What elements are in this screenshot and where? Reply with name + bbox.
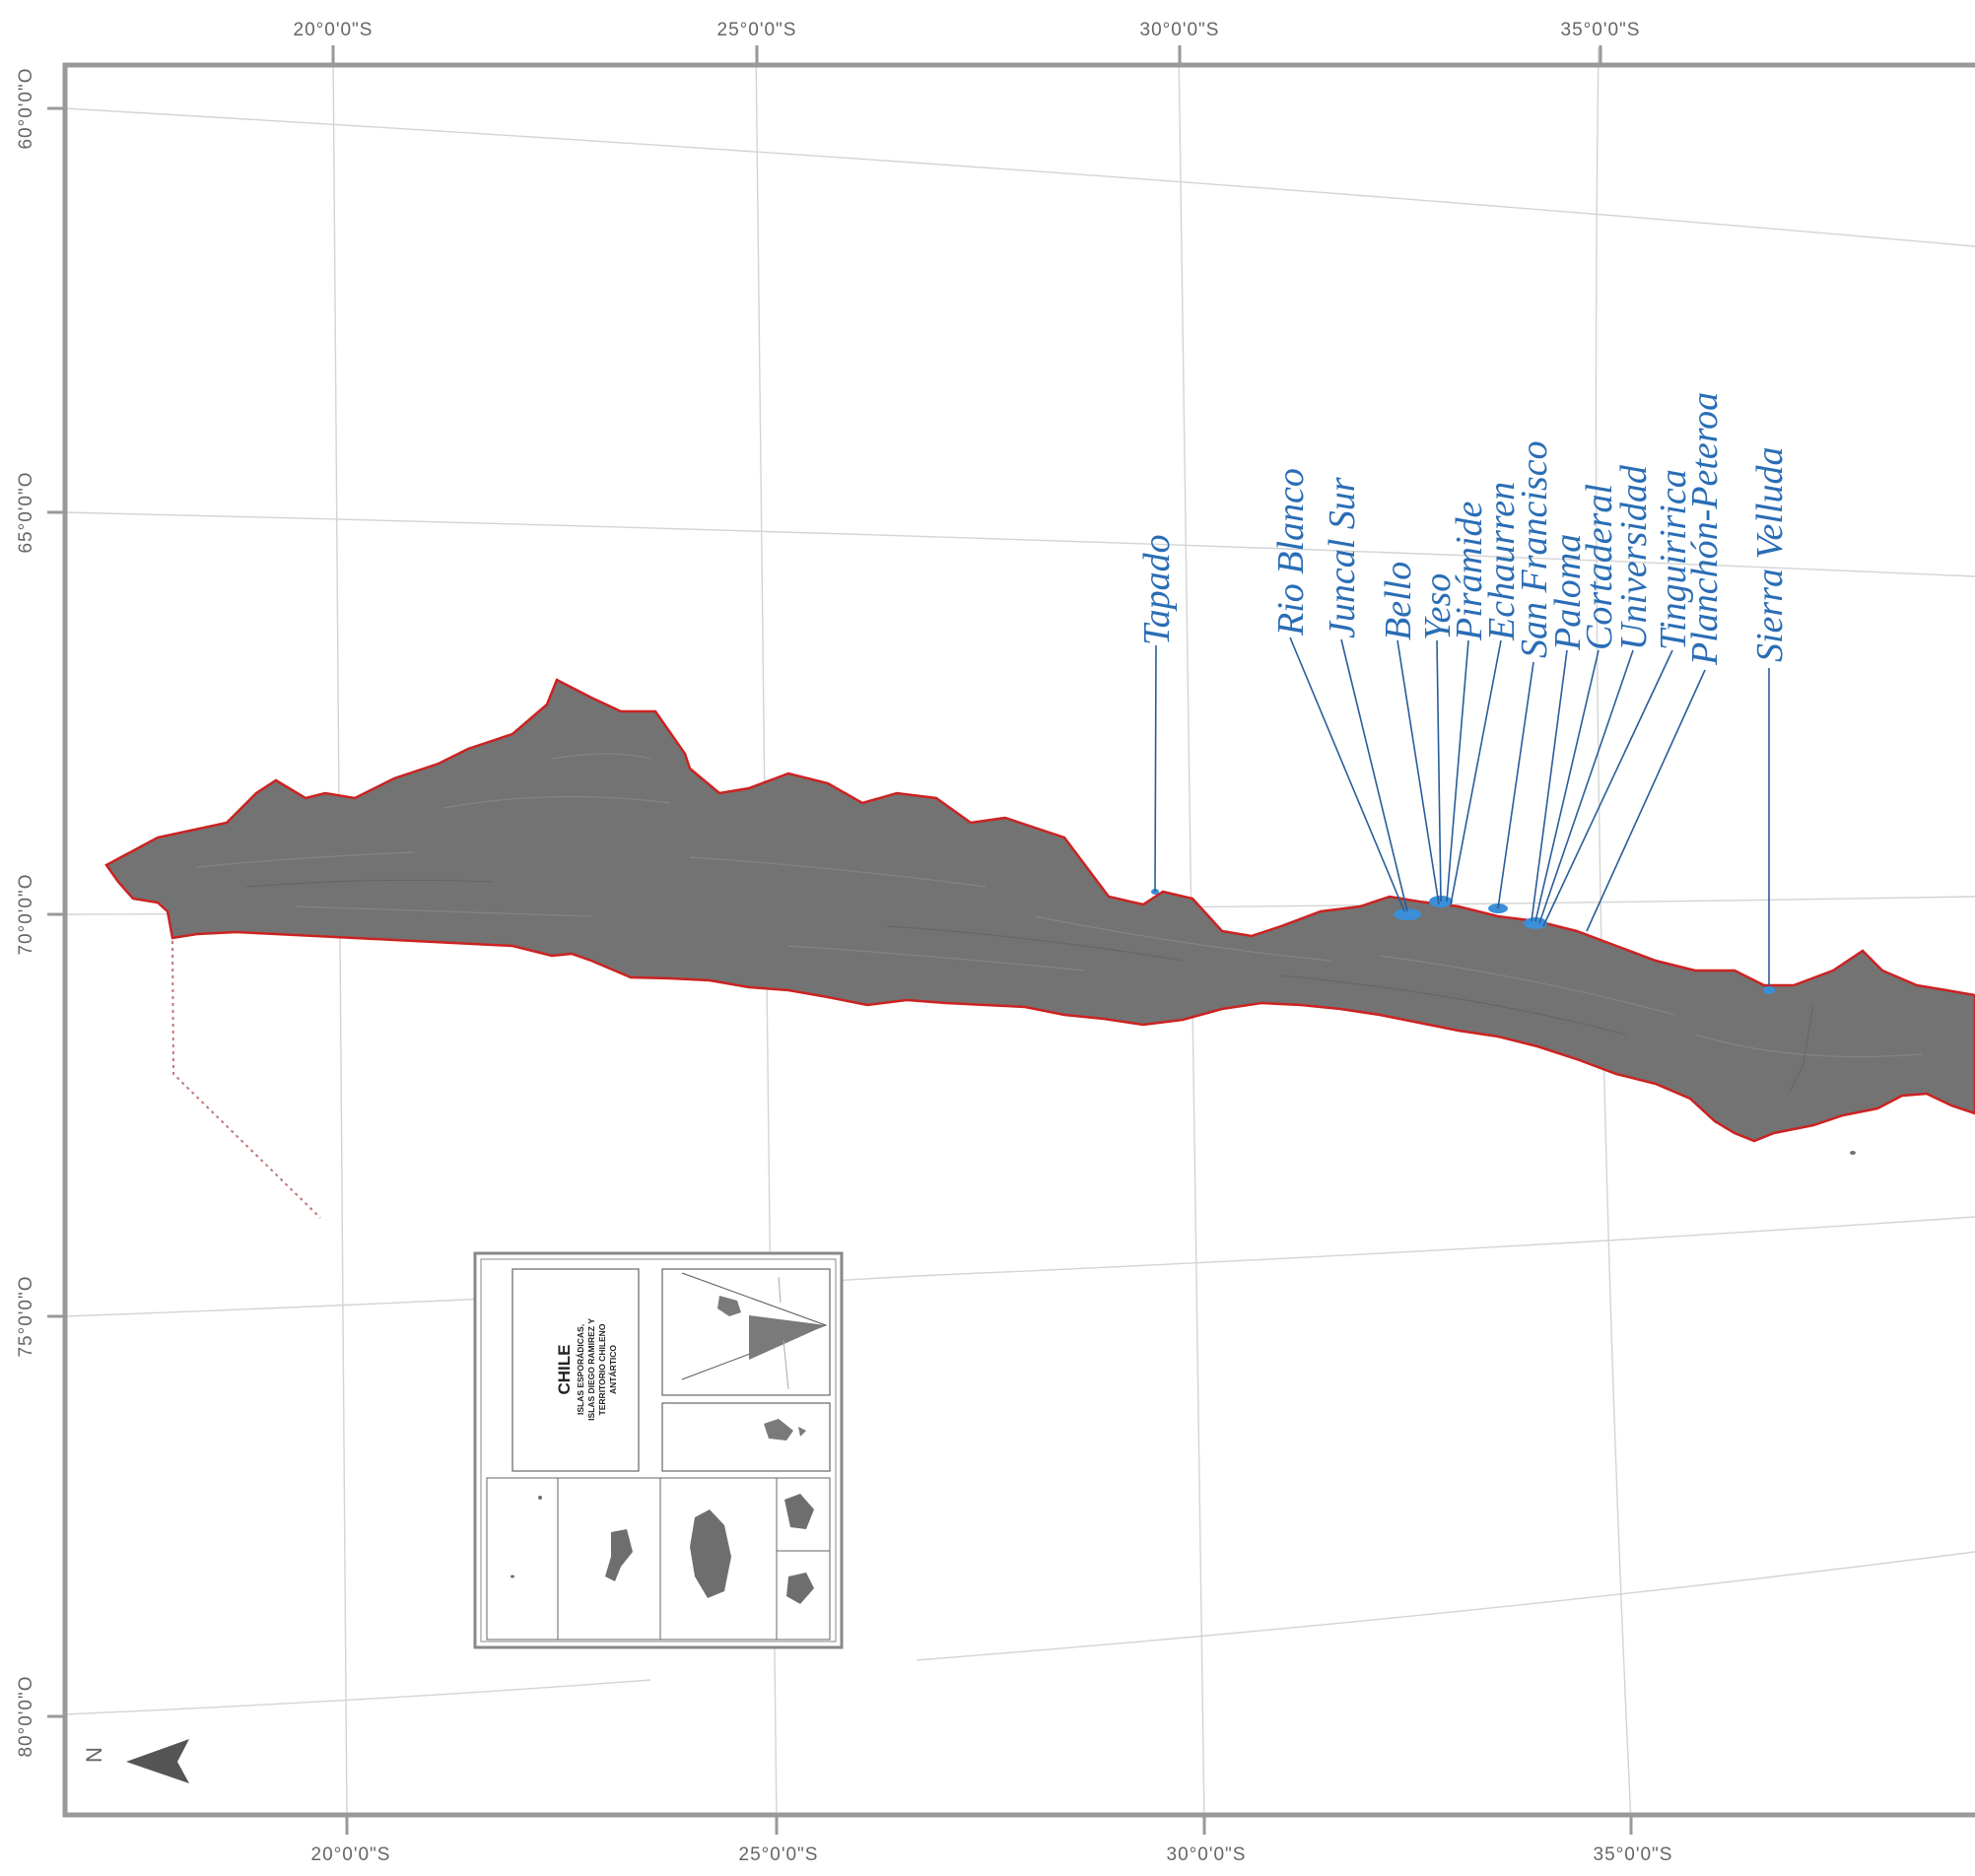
glacier-labels: Tapado Rio Blanco Juncal Sur Bello Yeso … [1136, 392, 1791, 666]
left-tick-labels: 60°0'0"O 65°0'0"O 70°0'0"O 75°0'0"O 80°0… [16, 67, 36, 1757]
tick-label-top: 25°0'0"S [717, 20, 797, 40]
tick-label-left: 80°0'0"O [16, 1675, 36, 1757]
tick-label-bottom: 20°0'0"S [311, 1844, 391, 1865]
bottom-tick-labels: 20°0'0"S 25°0'0"S 30°0'0"S 35°0'0"S [311, 1844, 1673, 1865]
glacier-label-juncal-sur: Juncal Sur [1322, 477, 1363, 638]
inset-title: CHILE [555, 1345, 574, 1395]
chile-landmass [104, 678, 1975, 1143]
tick-label-top: 35°0'0"S [1561, 20, 1641, 40]
tick-label-bottom: 25°0'0"S [739, 1844, 819, 1865]
inset-subtitle-line: ANTÁRTICO [608, 1345, 618, 1394]
tick-label-top: 30°0'0"S [1140, 20, 1220, 40]
glacier-label-bello: Bello [1378, 562, 1419, 640]
glacier-label-universidad: Universidad [1613, 464, 1655, 650]
inset-subtitle-line: TERRITORIO CHILENO [597, 1323, 607, 1415]
tick-label-left: 75°0'0"O [16, 1275, 36, 1357]
relief-shading [196, 753, 1923, 1058]
glacier-label-cortaderal: Cortaderal [1579, 484, 1620, 650]
tick-label-left: 70°0'0"O [16, 873, 36, 955]
glacier-label-piramide: Pirámide [1449, 501, 1490, 641]
north-arrow-label: N [82, 1747, 106, 1763]
glacier-leader-lines [1154, 636, 1770, 985]
tick-label-bottom: 30°0'0"S [1167, 1844, 1247, 1865]
dashed-boundary-line [171, 940, 321, 1219]
glacier-label-sierra-velluda: Sierra Velluda [1749, 447, 1791, 662]
glacier-label-paloma: Paloma [1547, 534, 1589, 651]
glacier-label-echaurren: Echaurren [1481, 482, 1523, 641]
top-tick-labels: 20°0'0"S 25°0'0"S 30°0'0"S 35°0'0"S [294, 20, 1641, 40]
inset-subtitle-line: ISLAS DIEGO RAMIREZ Y [586, 1318, 596, 1421]
glacier-label-tapado: Tapado [1136, 534, 1178, 645]
glacier-label-rio-blanco: Rio Blanco [1270, 468, 1312, 636]
inset-map-box: CHILE ISLAS ESPORÁDICAS, ISLAS DIEGO RAM… [473, 1251, 844, 1649]
glacier-label-planchon-peteroa: Planchón-Peteroa [1684, 392, 1726, 666]
tick-label-bottom: 35°0'0"S [1594, 1844, 1673, 1865]
tick-label-left: 60°0'0"O [16, 67, 36, 149]
inset-subtitle-line: ISLAS ESPORÁDICAS, [576, 1324, 585, 1415]
map-frame [62, 62, 1975, 1818]
tick-label-top: 20°0'0"S [294, 20, 374, 40]
glacier-label-san-francisco: San Francisco [1514, 440, 1555, 658]
tick-label-left: 65°0'0"O [16, 471, 36, 553]
glacier-label-yeso: Yeso [1417, 573, 1459, 640]
north-arrow: N [82, 1739, 189, 1783]
glacier-label-tinguiririca: Tinguiririca [1653, 469, 1694, 650]
